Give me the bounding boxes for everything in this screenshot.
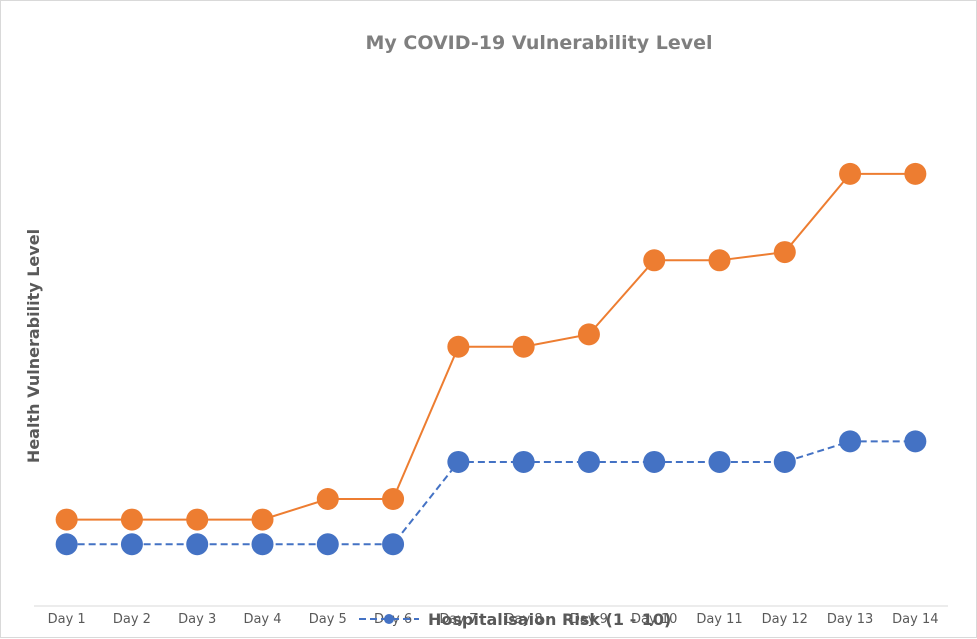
data-point[interactable] (839, 162, 862, 185)
data-point[interactable] (512, 335, 535, 358)
data-point[interactable] (708, 249, 731, 272)
data-point[interactable] (186, 508, 209, 531)
series-layer (55, 162, 927, 556)
x-tick-label: Day 12 (762, 612, 808, 627)
legend: Hospitalisaion Risk (1 - 10) (359, 610, 671, 629)
legend-entry-hospitalisation-risk: Hospitalisaion Risk (1 - 10) (428, 610, 671, 629)
x-tick-label: Day 11 (696, 612, 742, 627)
legend-swatch-marker (384, 614, 394, 624)
x-tick-label: Day 14 (892, 612, 938, 627)
data-point[interactable] (643, 450, 666, 473)
x-tick-label: Day 4 (243, 612, 281, 627)
data-point[interactable] (382, 488, 405, 510)
series-line (66, 440, 916, 546)
data-point[interactable] (120, 508, 143, 531)
data-point[interactable] (904, 162, 927, 185)
data-point[interactable] (316, 533, 339, 556)
data-point[interactable] (55, 533, 78, 556)
series-1 (55, 430, 927, 556)
x-tick-label: Day 9 (570, 612, 608, 627)
data-point[interactable] (643, 249, 666, 272)
data-point[interactable] (577, 450, 600, 473)
chart-title: My COVID-19 Vulnerability Level (365, 32, 712, 54)
data-point[interactable] (512, 450, 535, 473)
series-2 (55, 162, 927, 531)
data-point[interactable] (904, 430, 927, 453)
data-point[interactable] (186, 533, 209, 556)
x-tick-label: Day 10 (631, 612, 677, 627)
x-tick-label: Day 2 (113, 612, 151, 627)
x-tick-label: Day 5 (309, 612, 347, 627)
data-point[interactable] (382, 533, 405, 556)
data-point[interactable] (839, 430, 862, 453)
data-point[interactable] (577, 323, 600, 346)
x-tick-label: Day 13 (827, 612, 873, 627)
data-point[interactable] (55, 508, 78, 531)
data-point[interactable] (316, 488, 339, 510)
data-point[interactable] (773, 450, 796, 473)
data-point[interactable] (447, 335, 470, 358)
data-point[interactable] (120, 533, 143, 556)
data-point[interactable] (251, 533, 274, 556)
data-point[interactable] (251, 508, 274, 531)
x-tick-label: Day 7 (439, 612, 477, 627)
x-tick-label: Day 8 (505, 612, 543, 627)
x-tick-label: Day 3 (178, 612, 216, 627)
data-point[interactable] (447, 450, 470, 473)
y-axis-label: Health Vulnerability Level (24, 229, 43, 463)
x-tick-label: Day 1 (48, 612, 86, 627)
data-point[interactable] (773, 241, 796, 264)
data-point[interactable] (708, 450, 731, 473)
